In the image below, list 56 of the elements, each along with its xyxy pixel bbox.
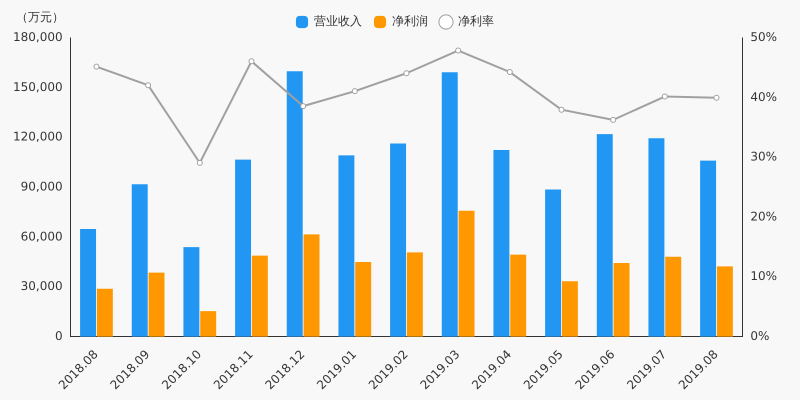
point xyxy=(713,94,720,101)
y2-tick-label: 10% xyxy=(750,269,777,284)
bar xyxy=(148,272,164,337)
legend-label: 营业收入 xyxy=(314,14,362,28)
bar xyxy=(96,288,113,337)
bar xyxy=(338,155,354,337)
bar xyxy=(442,72,458,337)
bar xyxy=(252,256,268,337)
bar xyxy=(200,311,216,337)
bar xyxy=(665,256,682,337)
y-tick-label: 0 xyxy=(54,328,63,343)
y2-tick-label: 40% xyxy=(750,90,777,104)
bar xyxy=(614,263,630,337)
bar xyxy=(493,150,510,337)
bar xyxy=(406,252,423,337)
bar xyxy=(183,247,200,337)
point xyxy=(403,70,410,76)
y2-tick-label: 0% xyxy=(750,328,770,343)
y-tick-label: 90,000 xyxy=(20,179,63,194)
bar xyxy=(355,262,372,337)
point xyxy=(610,116,616,123)
bar xyxy=(545,190,562,337)
point xyxy=(506,69,513,76)
point xyxy=(455,48,462,54)
point xyxy=(145,82,152,88)
point xyxy=(558,106,564,113)
point xyxy=(196,160,203,166)
bar xyxy=(648,138,664,337)
bar xyxy=(596,134,613,337)
bar xyxy=(562,281,578,337)
y-tick-label: 60,000 xyxy=(20,229,63,244)
bar xyxy=(304,234,320,337)
point xyxy=(662,94,668,100)
point xyxy=(93,64,100,70)
bar xyxy=(132,184,148,337)
bar xyxy=(700,160,716,337)
y-tick-label: 120,000 xyxy=(13,130,63,144)
point xyxy=(248,58,254,64)
bar xyxy=(458,210,475,337)
y-tick-label: 150,000 xyxy=(13,80,63,94)
point xyxy=(300,103,306,110)
y2-tick-label: 50% xyxy=(750,30,777,44)
y-axis-title: （万元） xyxy=(16,10,64,24)
y2-tick-label: 30% xyxy=(750,150,777,164)
legend-label: 净利率 xyxy=(458,14,494,28)
bar xyxy=(80,229,96,337)
y-tick-label: 180,000 xyxy=(13,30,63,44)
point xyxy=(352,88,358,94)
bar xyxy=(510,254,526,337)
bar xyxy=(235,160,252,337)
legend-label: 净利润 xyxy=(392,14,428,28)
y2-tick-label: 20% xyxy=(750,209,777,224)
y-tick-label: 30,000 xyxy=(20,279,63,294)
bar xyxy=(716,266,733,337)
bar xyxy=(286,71,303,337)
bar xyxy=(390,144,406,337)
